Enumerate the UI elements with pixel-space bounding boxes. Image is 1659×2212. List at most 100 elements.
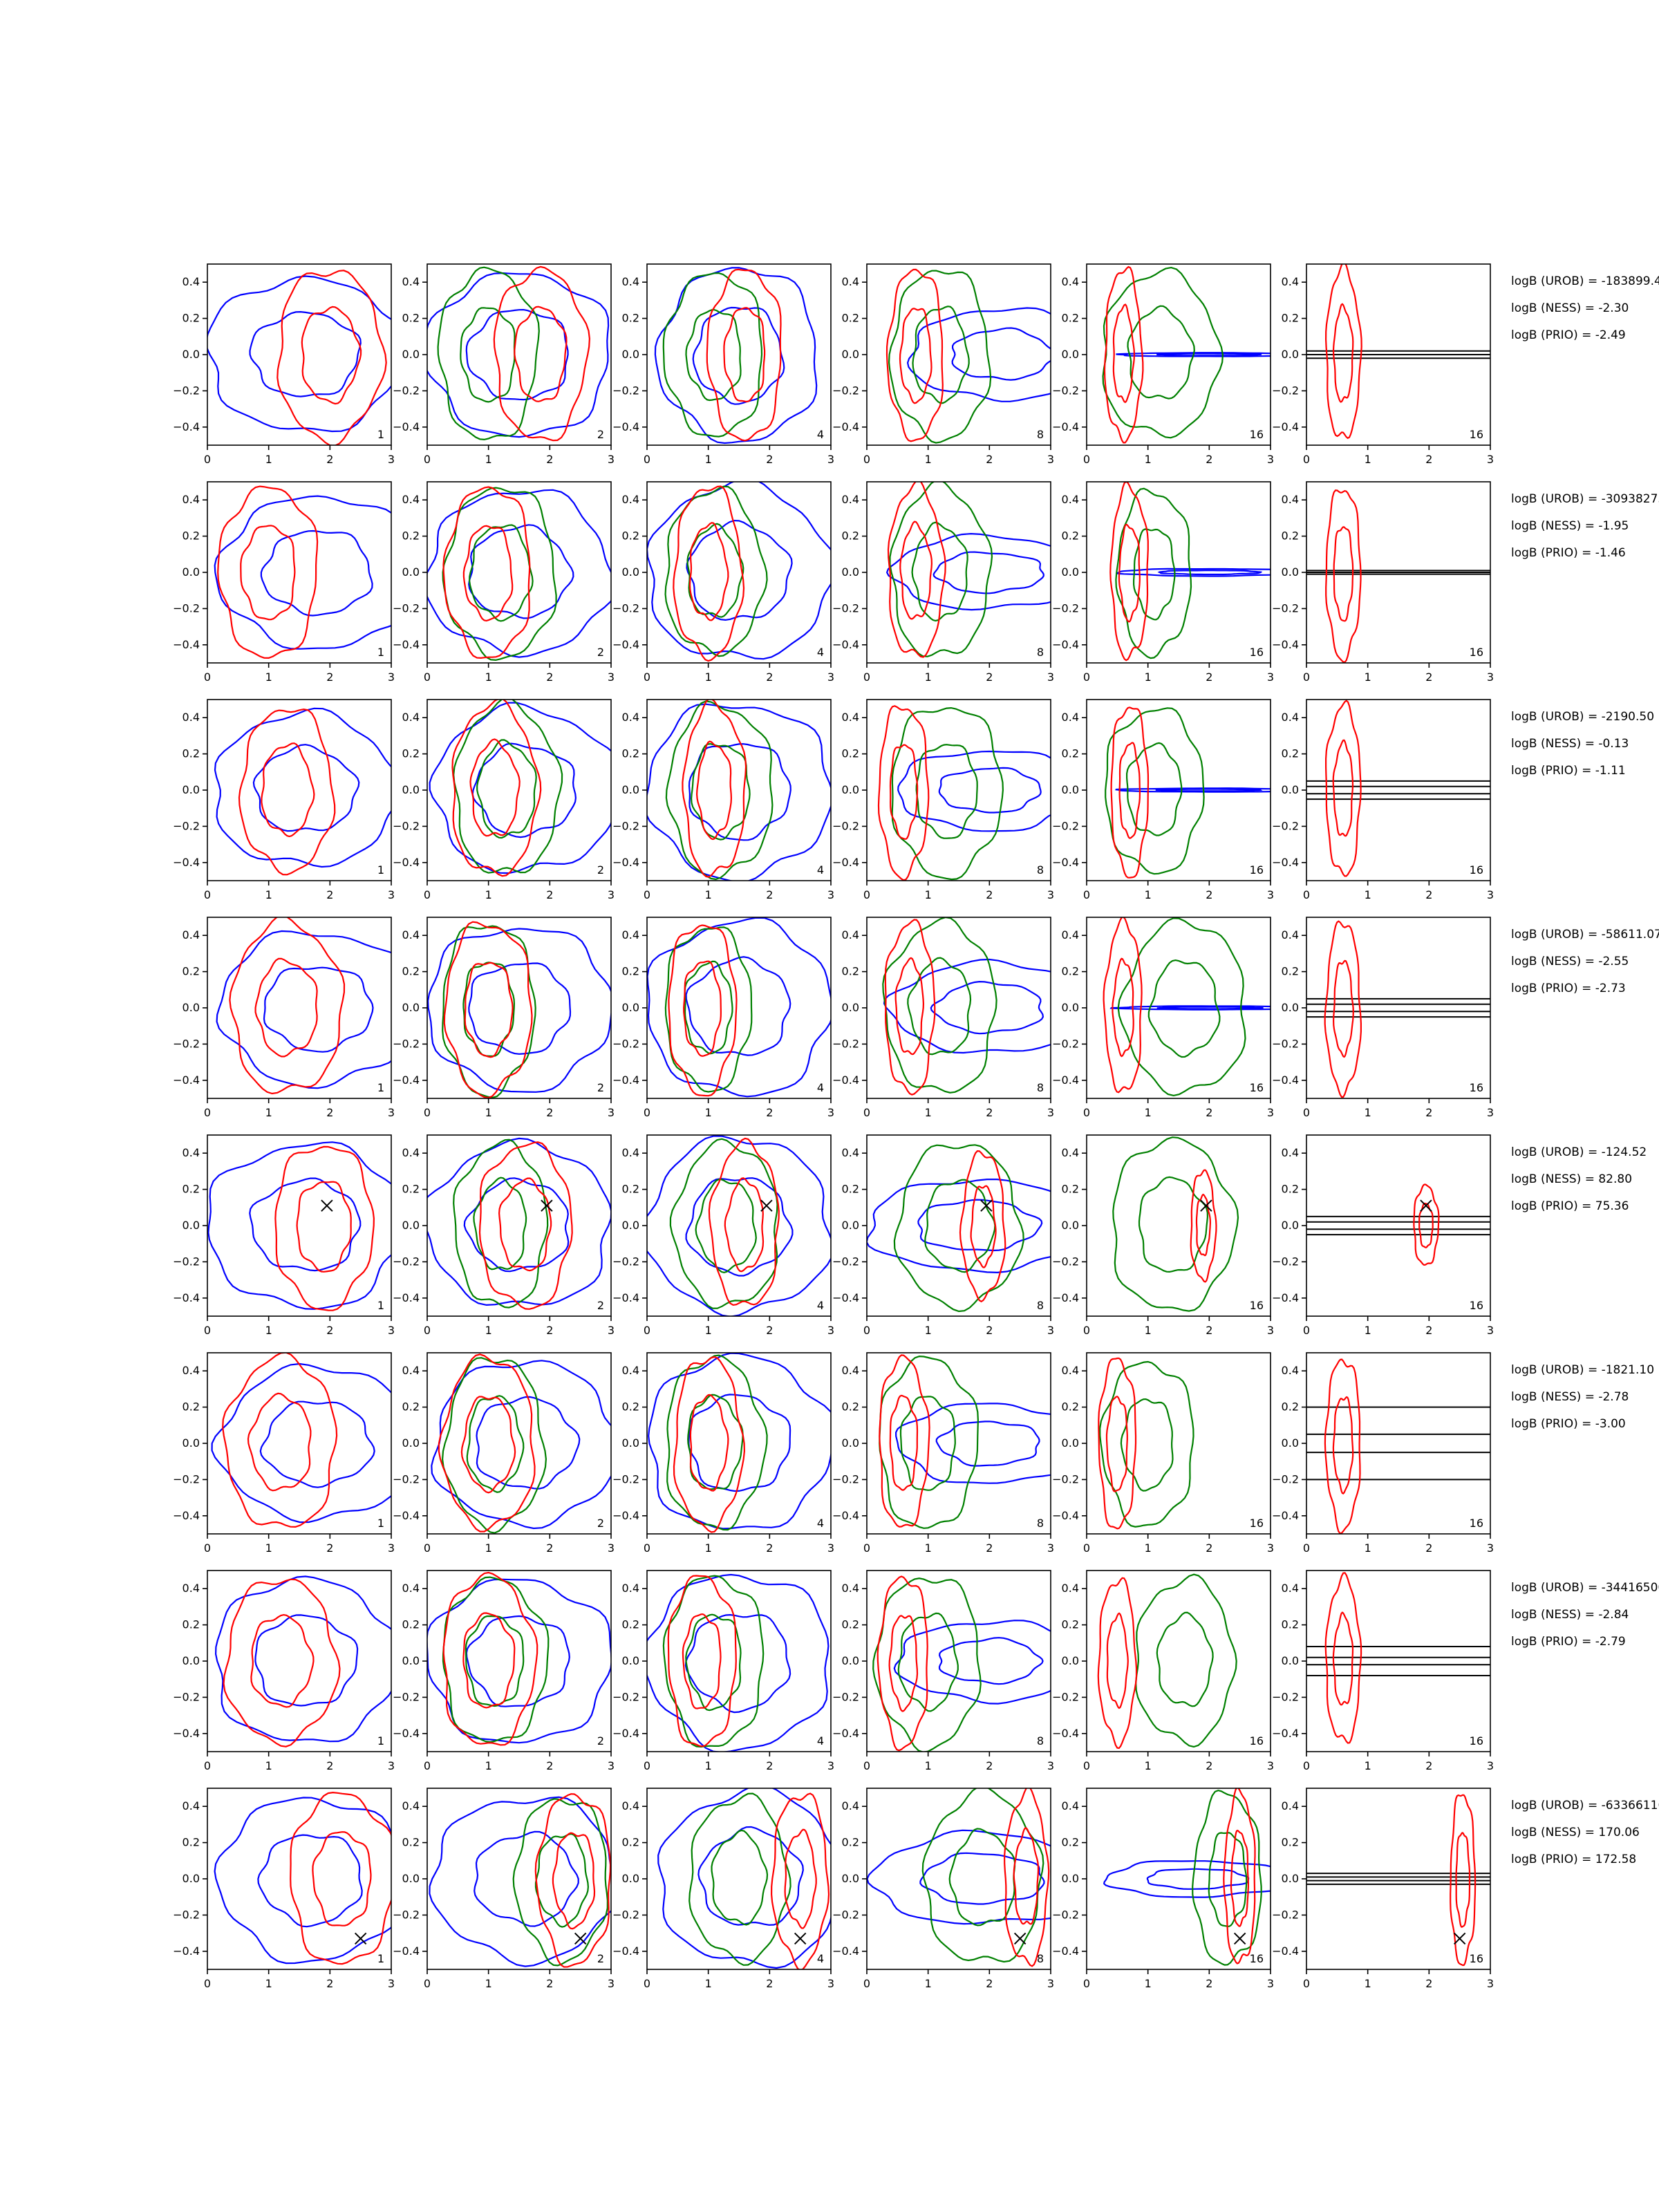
logb-annotation-1: logB (UROB) = -1821.10 (1511, 1363, 1654, 1377)
red-contour-inner (1332, 959, 1354, 1058)
blue-contour-inner (1146, 1868, 1250, 1890)
y-tick-label: 0.0 (402, 565, 420, 579)
red-contour-outer (493, 265, 591, 442)
subplot-plot-area (1103, 1788, 1271, 1966)
subplot-plot-area (885, 268, 1051, 444)
x-tick-label: 3 (608, 1977, 615, 1990)
y-tick-label: −0.4 (1272, 420, 1299, 433)
x-tick-label: 3 (388, 1759, 395, 1772)
x-tick-label: 1 (1365, 1541, 1371, 1555)
x-tick-label: 2 (326, 1977, 333, 1990)
blue-contour-outer (647, 703, 831, 881)
logb-annotation-2: logB (NESS) = -2.55 (1511, 955, 1629, 968)
red-contour-outer (1190, 1169, 1217, 1283)
x-tick-label: 2 (1425, 888, 1432, 901)
x-tick-label: 0 (863, 1106, 870, 1119)
y-tick-label: 0.4 (842, 1364, 859, 1377)
subplot-plot-area (211, 1353, 391, 1528)
blue-contour-outer (1109, 1005, 1271, 1011)
blue-contour-inner (692, 306, 785, 405)
y-tick-label: 0.2 (402, 312, 420, 325)
y-tick-label: −0.2 (1052, 819, 1079, 832)
y-tick-label: 0.2 (182, 1618, 200, 1631)
subplot-plot-area (648, 1353, 831, 1533)
y-tick-label: −0.2 (1052, 1690, 1079, 1703)
subplot-plot-area (882, 917, 1051, 1096)
red-contour-inner (552, 1832, 596, 1930)
x-tick-label: 3 (608, 453, 615, 466)
red-contour-outer (708, 1137, 780, 1306)
y-tick-label: 0.0 (182, 1001, 200, 1014)
x-tick-label: 3 (827, 888, 834, 901)
subplot-plot-area (1306, 920, 1490, 1098)
subplot-r6-c2: 0 1 2 3−0.4−0.20.00.20.42 (393, 1352, 615, 1555)
panel-label: 4 (817, 1952, 824, 1965)
subplot-plot-area (879, 1354, 1051, 1529)
red-contour-inner (469, 738, 521, 837)
y-tick-label: 0.0 (842, 1001, 859, 1014)
y-tick-label: 0.2 (1062, 312, 1079, 325)
y-tick-label: 0.4 (842, 1582, 859, 1595)
y-tick-label: −0.2 (173, 1690, 200, 1703)
red-contour-inner (240, 525, 296, 621)
x-tick-label: 1 (485, 1759, 492, 1772)
green-contour-inner (897, 1612, 959, 1712)
y-tick-label: −0.4 (1272, 856, 1299, 869)
x-tick-label: 1 (485, 1324, 492, 1337)
x-tick-label: 0 (863, 671, 870, 684)
panel-label: 16 (1250, 646, 1264, 659)
panel-label: 1 (377, 1734, 384, 1747)
x-tick-label: 1 (705, 1324, 712, 1337)
y-tick-label: −0.4 (612, 1727, 639, 1740)
subplot-plot-area (1306, 264, 1490, 440)
subplot-plot-area (647, 482, 831, 662)
y-tick-label: 0.4 (1282, 928, 1299, 941)
y-tick-label: 0.2 (842, 1183, 859, 1196)
y-tick-label: 0.2 (1282, 747, 1299, 760)
green-contour-outer (453, 700, 563, 874)
subplot-plot-area (1102, 265, 1271, 444)
blue-contour-outer (648, 1353, 831, 1530)
panel-label: 8 (1037, 1517, 1044, 1530)
y-tick-label: −0.2 (612, 1255, 639, 1268)
panel-label: 8 (1037, 1734, 1044, 1747)
blue-contour-outer (427, 272, 610, 438)
y-tick-label: 0.0 (1282, 1872, 1299, 1885)
y-tick-label: 0.4 (622, 711, 639, 724)
axes-frame (866, 1570, 1051, 1752)
y-tick-label: −0.2 (393, 384, 420, 397)
blue-contour-inner (1155, 788, 1263, 792)
x-tick-label: 3 (388, 888, 395, 901)
subplot-plot-area (429, 700, 611, 877)
y-tick-label: 0.0 (402, 1219, 420, 1232)
y-tick-label: −0.4 (832, 420, 859, 433)
blue-contour-inner (465, 1615, 570, 1707)
x-tick-label: 2 (326, 1324, 333, 1337)
panel-label: 16 (1470, 1299, 1483, 1312)
green-contour-outer (669, 1138, 778, 1309)
red-contour-outer (1324, 264, 1362, 440)
x-tick-label: 1 (265, 453, 272, 466)
y-tick-label: 0.2 (402, 1618, 420, 1631)
red-contour-outer (1324, 920, 1362, 1098)
y-tick-label: 0.2 (1282, 965, 1299, 978)
y-tick-label: 0.2 (842, 312, 859, 325)
red-contour-outer (438, 1353, 536, 1533)
logb-annotation-3: logB (PRIO) = -2.49 (1511, 328, 1626, 342)
subplot-r6-c5: 0 1 2 3 −0.4 −0.2 0.0 0.2 0.4 16 (1052, 1352, 1274, 1555)
red-contour-inner (889, 744, 919, 840)
axes-frame (427, 263, 612, 446)
green-contour-inner (912, 306, 970, 404)
y-tick-label: 0.2 (622, 312, 639, 325)
x-tick-label: 1 (1145, 1324, 1152, 1337)
x-tick-label: 3 (608, 888, 615, 901)
y-tick-label: 0.0 (622, 1654, 639, 1667)
y-tick-label: 0.2 (1282, 1400, 1299, 1414)
panel-label: 16 (1470, 646, 1483, 659)
x-tick-label: 0 (424, 1324, 431, 1337)
red-contour-outer (1103, 265, 1144, 444)
x-tick-label: 0 (863, 1759, 870, 1772)
blue-contour-inner (249, 1177, 362, 1272)
panel-label: 16 (1470, 1517, 1483, 1530)
blue-contour-outer (214, 1575, 391, 1743)
